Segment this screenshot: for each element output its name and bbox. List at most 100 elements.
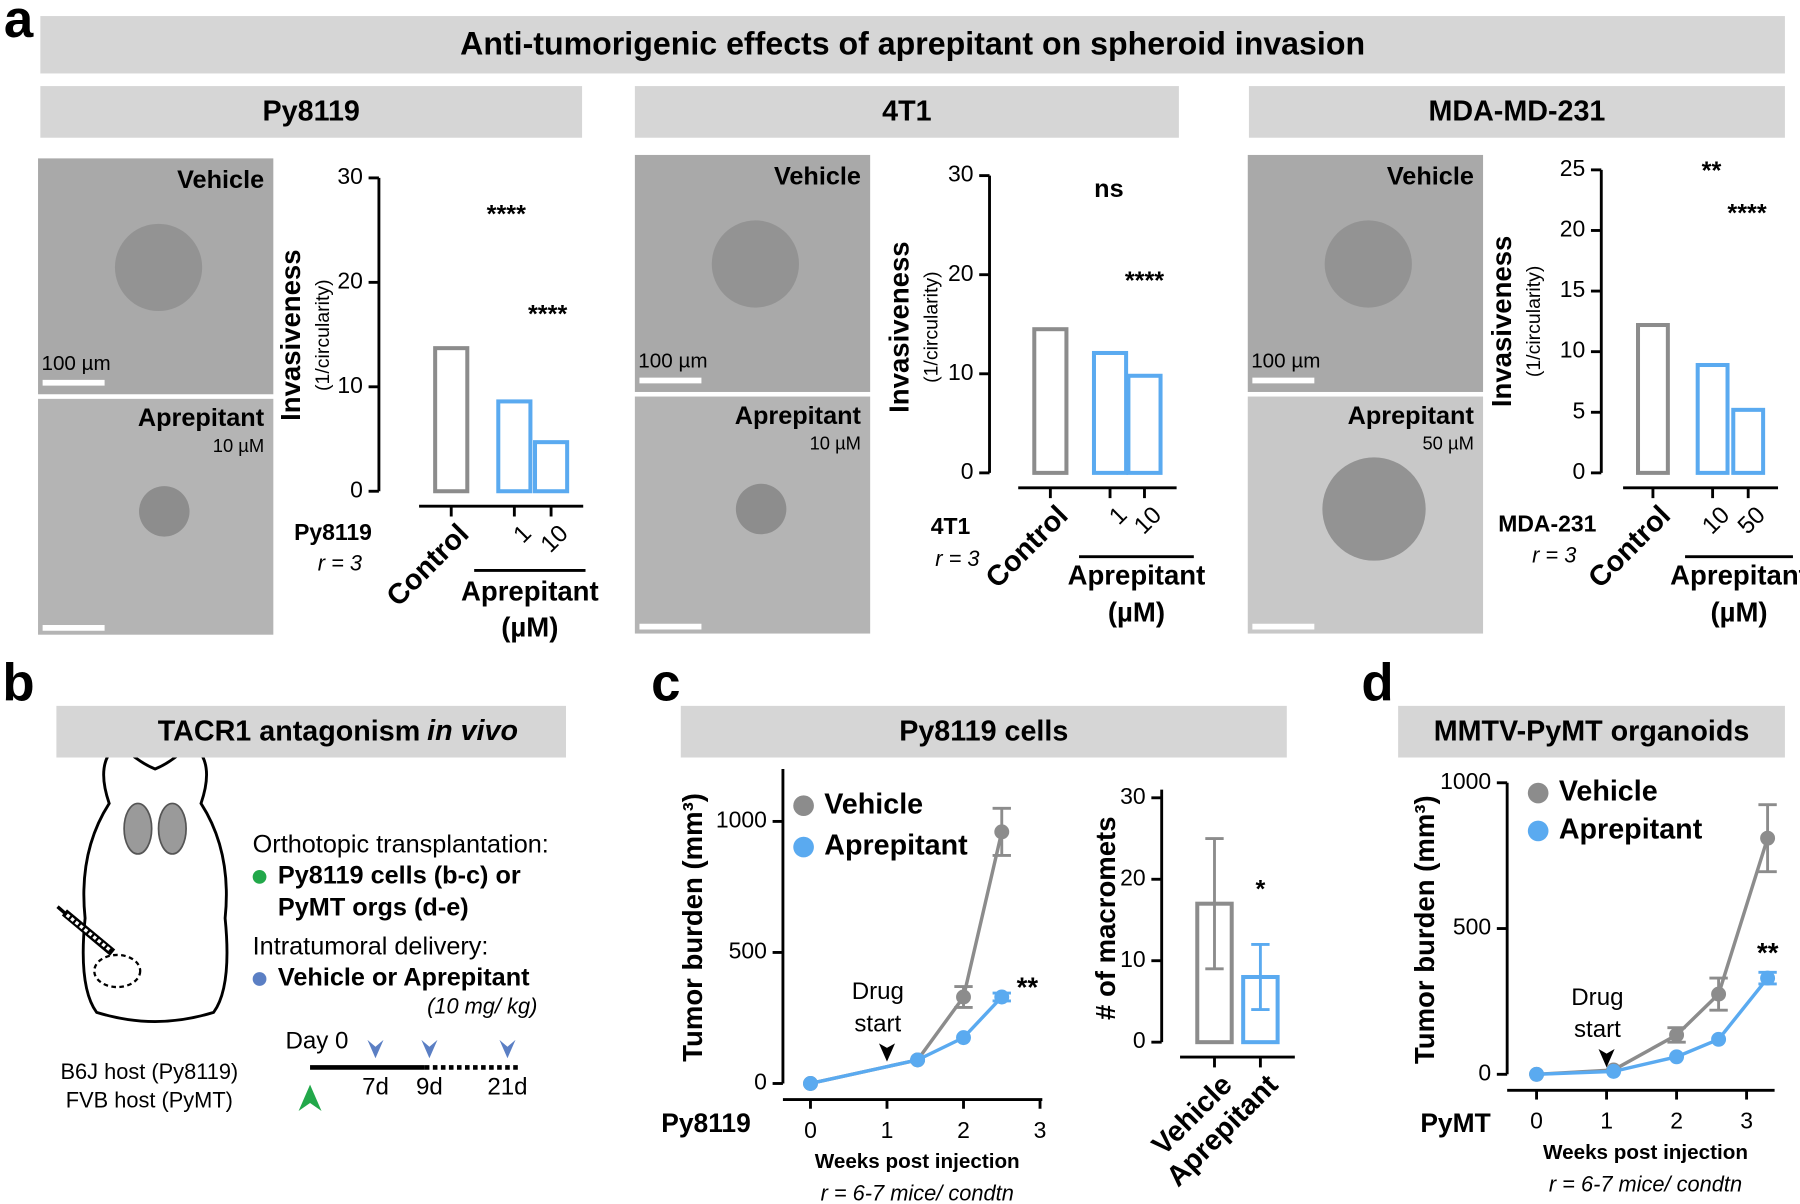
group-label: (µM) [501, 611, 558, 642]
scale-label: 100 µm [1251, 350, 1320, 373]
panel-letter: c [651, 653, 680, 712]
x-tick-label: 0 [804, 1117, 817, 1143]
x-tick-label: 2 [957, 1117, 970, 1143]
x-tick-label: 10 [536, 520, 574, 558]
y-tick-label: 10 [337, 372, 363, 398]
data-point [1669, 1049, 1685, 1065]
mouse-diagram [56, 741, 229, 1023]
significance: **** [487, 200, 526, 228]
data-point [1606, 1063, 1622, 1079]
note: r = 6-7 mice/ condtn [1549, 1171, 1742, 1196]
legend-marker [1527, 820, 1549, 842]
y-tick-label: 0 [754, 1069, 767, 1095]
data-point [956, 989, 971, 1005]
panel-letter: d [1361, 653, 1393, 712]
data-point [1760, 830, 1776, 846]
image-dose: 10 µM [213, 435, 264, 456]
scale-label: 100 µm [638, 350, 707, 373]
spheroid [114, 223, 203, 312]
series-line [810, 831, 1004, 1086]
y-axis-label: Tumor burden (mm³) [677, 793, 708, 1062]
significance: **** [1125, 267, 1164, 295]
cell-label: Py8119 [661, 1108, 750, 1138]
spheroid [1322, 457, 1426, 561]
diagram-text: PyMT orgs (d-e) [278, 894, 469, 922]
x-tick-label: 0 [1530, 1108, 1543, 1134]
panel-header-text: Py8119 [263, 96, 360, 128]
panel-header [634, 86, 1179, 138]
replicates: r = 3 [935, 546, 979, 571]
significance: **** [1727, 199, 1766, 227]
note: r = 6-7 mice/ condtn [821, 1181, 1014, 1204]
y-axis-sublabel: (1/circularity) [1523, 266, 1545, 378]
panel-header-text: MMTV-PyMT organoids [1434, 715, 1750, 747]
y-tick-label: 15 [1560, 276, 1586, 302]
data-point [1711, 1031, 1727, 1047]
image-label: Vehicle [177, 166, 264, 194]
bar [1731, 407, 1766, 475]
cell-label: 4T1 [931, 513, 971, 539]
data-point [994, 824, 1010, 840]
bar [533, 440, 570, 494]
data-point [956, 1030, 971, 1046]
significance: **** [528, 300, 567, 328]
y-axis-label: Invasiveness [883, 241, 914, 412]
bar [433, 346, 470, 494]
cell-label: Py8119 [294, 519, 372, 545]
diagram-text: B6J host (Py8119) [61, 1059, 239, 1084]
y-tick-label: 10 [1560, 337, 1586, 363]
y-tick-label: 10 [1120, 946, 1146, 972]
x-axis-label: Weeks post injection [815, 1150, 1020, 1173]
y-axis-label: # of macromets [1090, 816, 1121, 1020]
bar [1091, 350, 1129, 475]
y-tick-label: 0 [350, 476, 363, 502]
scale-label: 100 µm [41, 352, 110, 375]
spheroid [711, 220, 799, 308]
data-point [994, 989, 1010, 1005]
y-axis-sublabel: (1/circularity) [312, 279, 334, 391]
significance: ** [1757, 937, 1779, 968]
panel-header-text: Py8119 cells [899, 715, 1068, 747]
y-tick-label: 30 [948, 161, 974, 187]
spheroid [1324, 220, 1412, 308]
timeline-label: 7d [362, 1073, 389, 1100]
annotation: Drug [1571, 984, 1623, 1011]
y-axis-sublabel: (1/circularity) [920, 271, 942, 383]
panel-header [40, 16, 1785, 74]
y-tick-label: 30 [1120, 783, 1146, 809]
image-label: Aprepitant [138, 404, 265, 432]
y-tick-label: 25 [1560, 155, 1586, 181]
significance: ** [1702, 157, 1722, 185]
panel-header [56, 705, 567, 758]
panel-header [1398, 705, 1785, 758]
diagram-text: Orthotopic transplantation: [253, 831, 549, 859]
data-point [803, 1076, 818, 1091]
y-tick-label: 0 [1133, 1027, 1146, 1053]
group-label: (µM) [1108, 596, 1165, 627]
bar [1636, 323, 1670, 475]
data-point [1529, 1066, 1545, 1082]
legend-label: Vehicle [824, 788, 923, 820]
bar [1695, 362, 1730, 475]
x-tick-label: Control [1582, 500, 1677, 595]
series-line [1536, 837, 1770, 1077]
x-tick-label: 3 [1034, 1117, 1047, 1143]
data-point [1760, 970, 1776, 986]
y-tick-label: 10 [948, 359, 974, 385]
y-tick-label: 0 [1478, 1059, 1491, 1085]
y-tick-label: 5 [1572, 397, 1585, 423]
y-tick-label: 20 [1560, 216, 1586, 242]
data-point [1669, 1027, 1685, 1043]
timeline-label: 21d [487, 1073, 527, 1100]
x-tick-label: 1 [1600, 1108, 1613, 1134]
spheroid [139, 486, 190, 537]
x-tick-label: Control [980, 500, 1075, 595]
series-line [810, 995, 1004, 1086]
diagram-text: Py8119 cells (b-c) or [278, 862, 521, 890]
timeline [252, 870, 519, 1112]
group-label: Aprepitant [1670, 560, 1800, 591]
y-tick-label: 1000 [1440, 768, 1491, 794]
data-point [910, 1052, 926, 1068]
